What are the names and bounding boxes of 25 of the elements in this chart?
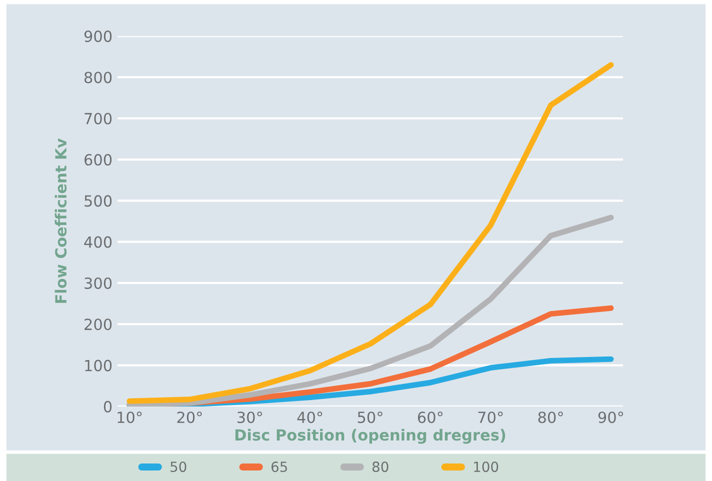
x-tick-label: 60°	[418, 412, 443, 424]
y-tick-label: 300	[84, 277, 112, 290]
x-tick-label: 40°	[297, 412, 322, 424]
y-tick-label: 800	[84, 72, 112, 84]
y-tick-label: 400	[84, 236, 112, 248]
x-tick-label: 50°	[358, 412, 382, 424]
y-tick-label: 700	[84, 112, 112, 124]
y-tick-label: 200	[84, 318, 112, 330]
x-tick-label: 90°	[598, 412, 624, 424]
legend-label: 100	[474, 462, 498, 472]
x-tick-label: 10°	[118, 412, 142, 424]
x-tick-label: 20°	[177, 412, 202, 424]
y-tick-label: 600	[84, 154, 112, 166]
y-tick-label: 100	[85, 360, 112, 372]
legend-label: 50	[170, 462, 186, 472]
x-tick-label: 30°	[238, 412, 262, 424]
x-axis-title: Disc Position (opening dregres)	[235, 428, 506, 444]
x-tick-label: 70°	[478, 412, 503, 424]
y-tick-label: 900	[84, 30, 112, 42]
y-tick-label: 500	[84, 195, 112, 207]
legend-label: 80	[372, 462, 388, 472]
legend-label: 65	[272, 462, 287, 472]
y-axis-title: Flow Coefficient Kv	[54, 138, 67, 303]
x-tick-label: 80°	[538, 412, 563, 424]
y-tick-label: 0	[104, 400, 112, 412]
